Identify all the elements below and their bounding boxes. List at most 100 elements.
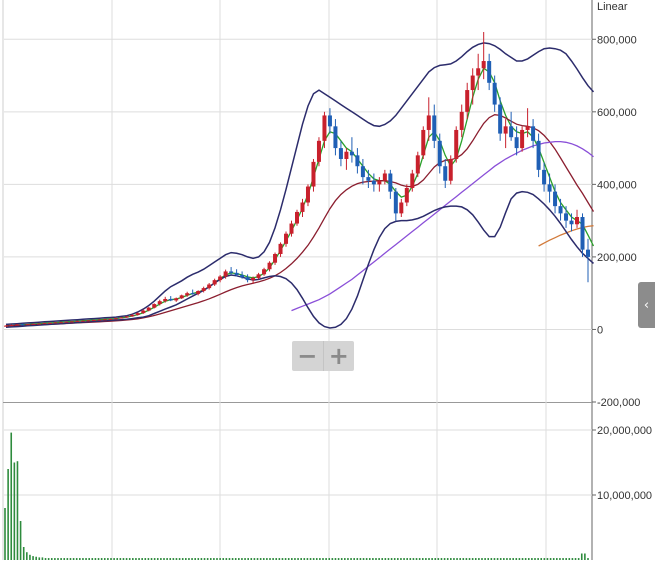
volume-bar [421, 558, 424, 560]
candle-body [108, 318, 113, 320]
candle [531, 119, 536, 149]
candle [349, 137, 354, 163]
candle [196, 290, 201, 296]
candle [53, 322, 58, 324]
candle [492, 75, 497, 112]
candle-body [481, 61, 486, 69]
candle [262, 267, 267, 276]
volume-bar [178, 558, 181, 560]
zoom-controls: − + [292, 341, 354, 371]
volume-bar [272, 558, 274, 560]
volume-bar [156, 558, 159, 560]
candle-body [25, 324, 30, 326]
candle [415, 151, 420, 178]
candle-body [426, 115, 431, 130]
candle-body [4, 325, 8, 327]
candle-body [174, 298, 179, 301]
volume-bar [234, 558, 237, 560]
volume-bar [531, 558, 533, 560]
candle [382, 169, 387, 185]
candle [404, 184, 409, 207]
volume-bar [238, 558, 240, 560]
candle [327, 108, 332, 134]
candle-body [185, 293, 190, 296]
candle-body [223, 271, 228, 277]
candle-body [130, 314, 135, 317]
volume-bar [122, 558, 125, 560]
candle [25, 324, 30, 326]
candle [163, 296, 168, 303]
volume-bar [375, 558, 377, 560]
volume-bar [269, 558, 271, 560]
candle [421, 126, 426, 159]
candle [355, 148, 360, 174]
volume-bar [409, 558, 412, 560]
price-panel[interactable] [4, 32, 595, 329]
scale-mode-label[interactable]: Linear [597, 1, 628, 13]
candle [108, 318, 113, 320]
volume-bar [300, 558, 302, 560]
volume-bar [440, 558, 443, 560]
volume-bar [203, 558, 206, 560]
volume-bar [153, 558, 156, 560]
volume-bar [365, 558, 368, 560]
candle-body [569, 220, 574, 225]
candle [344, 148, 349, 170]
volume-bar [256, 558, 259, 560]
volume-bar [163, 558, 165, 560]
volume-bar [135, 558, 137, 560]
volume-bar [378, 558, 380, 560]
volume-bar [347, 558, 349, 560]
candle-body [31, 323, 36, 325]
volume-bar [66, 558, 69, 560]
candle-body [295, 211, 299, 224]
candle-body [190, 293, 195, 295]
candle [547, 173, 552, 203]
candle-body [234, 272, 239, 276]
candle [333, 119, 338, 156]
candle-body [470, 75, 475, 91]
zoom-in-button[interactable]: + [322, 341, 355, 371]
candle-body [262, 269, 267, 275]
volume-bar [97, 558, 100, 560]
candle [75, 320, 80, 322]
volume-bar [291, 558, 293, 560]
candle [289, 220, 294, 237]
volume-bar [344, 558, 346, 560]
volume-bar [16, 461, 19, 560]
volume-bar [19, 521, 22, 560]
candle-body [542, 169, 547, 185]
collapse-panel-tab[interactable]: ‹ [638, 282, 655, 328]
volume-bar [474, 558, 477, 560]
volume-bar [63, 558, 66, 560]
price-tick-label: 0 [597, 324, 603, 336]
candle [102, 318, 107, 321]
volume-panel[interactable] [4, 432, 589, 560]
zoom-out-button[interactable]: − [297, 342, 318, 370]
volume-bar [580, 553, 583, 560]
candle-body [273, 254, 278, 263]
volume-bar [334, 558, 337, 560]
volume-bar [384, 558, 387, 560]
candle-body [305, 186, 310, 203]
candle [14, 324, 19, 326]
volume-bar [471, 558, 474, 560]
candle-body [152, 304, 157, 308]
volume-bar [132, 558, 134, 560]
volume-bar [418, 558, 421, 560]
candle-body [42, 323, 47, 325]
volume-bar [393, 558, 396, 560]
volume-bar [197, 558, 200, 560]
volume-bar [191, 558, 193, 560]
candle-body [53, 322, 58, 324]
volume-bar [487, 558, 490, 560]
candle [459, 104, 464, 138]
volume-bar [287, 558, 290, 560]
candle-body [338, 148, 343, 159]
candle-body [459, 111, 464, 130]
volume-bar [185, 558, 187, 560]
candle-body [240, 275, 245, 278]
candle-body [80, 320, 85, 322]
